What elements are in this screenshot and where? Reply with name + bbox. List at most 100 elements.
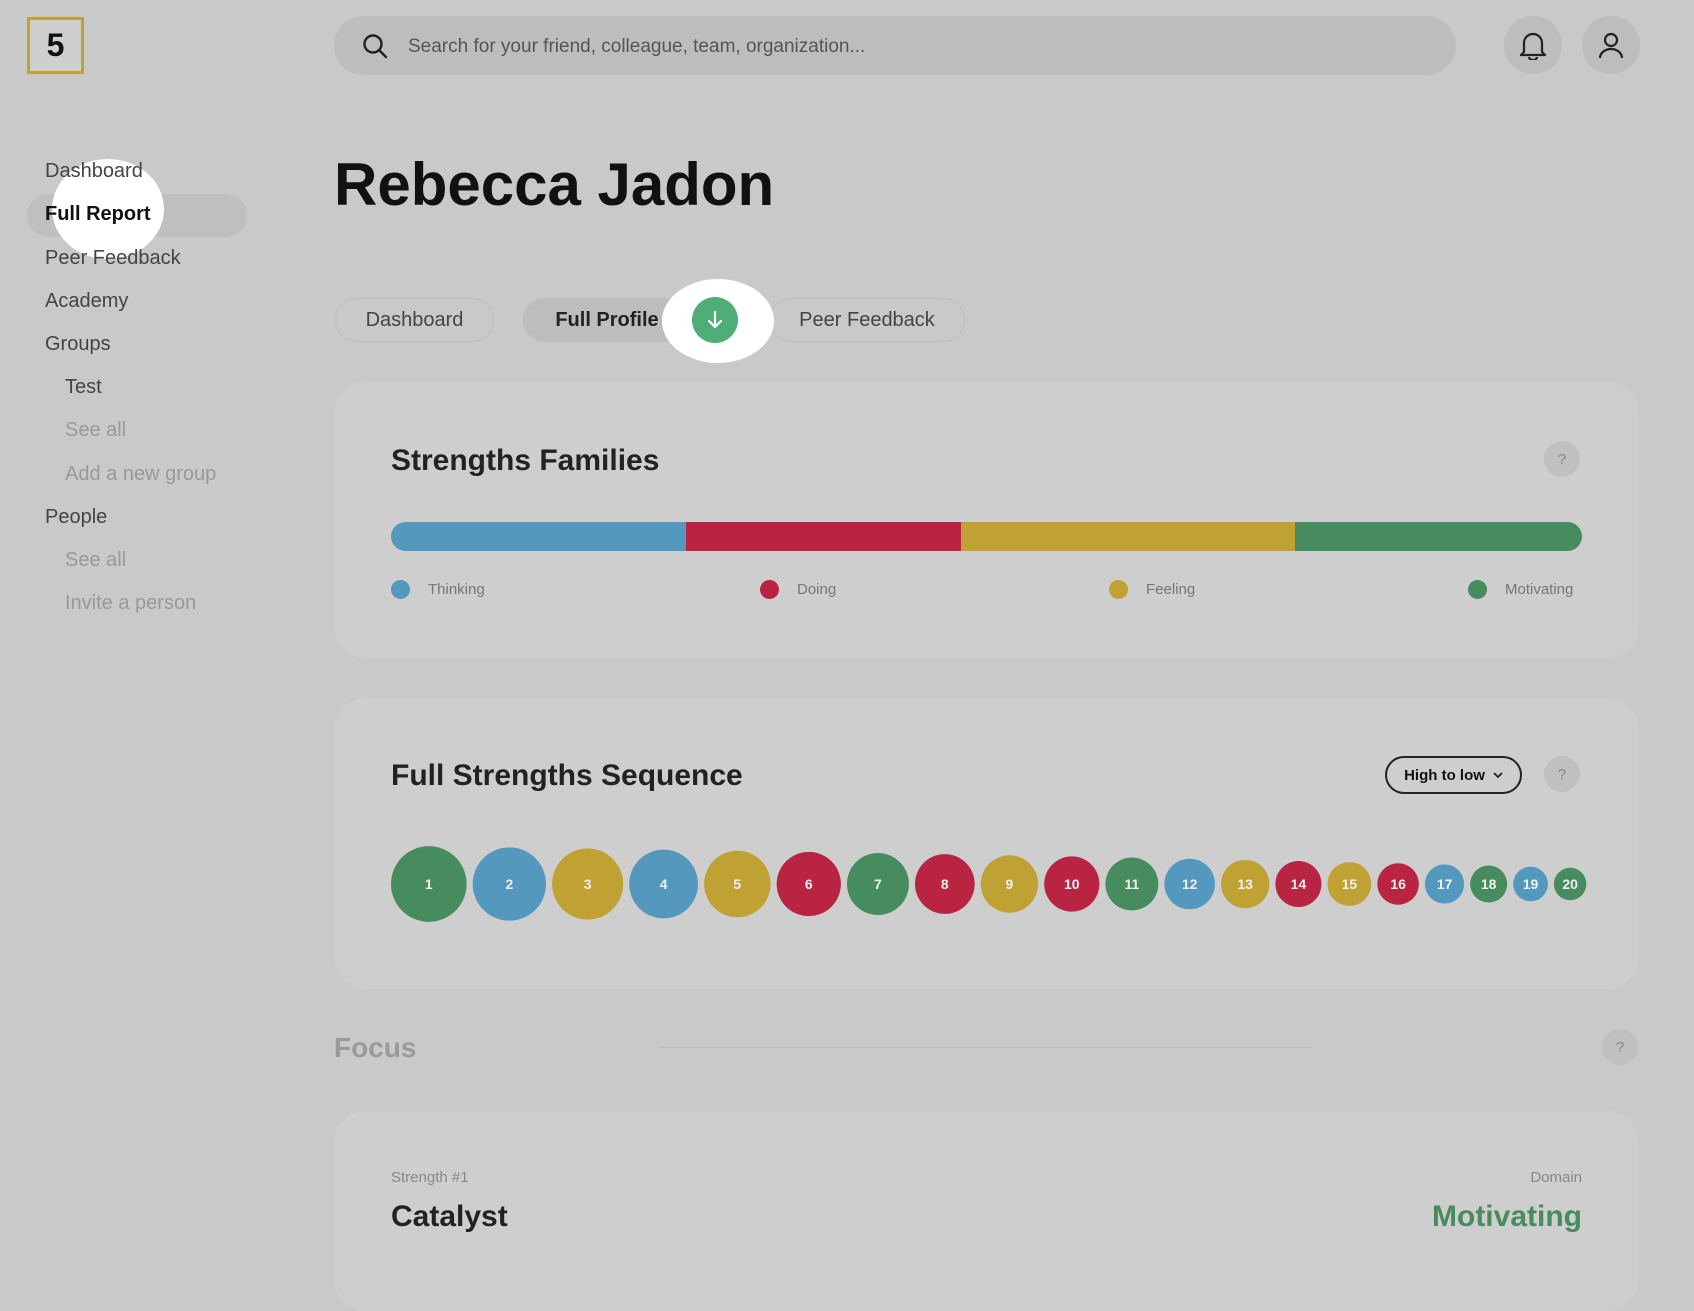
legend-item: Thinking bbox=[391, 580, 485, 599]
strength-rank: 8 bbox=[941, 876, 949, 892]
page-title: Rebecca Jadon bbox=[334, 151, 775, 218]
sort-dropdown[interactable]: High to low bbox=[1385, 756, 1522, 794]
nav-subitem[interactable]: See all bbox=[65, 419, 127, 441]
strength-circle[interactable] bbox=[1553, 867, 1587, 901]
chevron-icon bbox=[1493, 771, 1503, 778]
nav-item[interactable]: Groups bbox=[45, 333, 111, 355]
strength-circle[interactable] bbox=[846, 853, 909, 915]
strength-rank: 15 bbox=[1342, 876, 1358, 892]
strength-rank: 19 bbox=[1523, 876, 1539, 892]
nav-subitem[interactable]: Add a new group bbox=[65, 463, 217, 485]
legend-label: Feeling bbox=[1146, 581, 1196, 598]
strength-rank: 11 bbox=[1124, 876, 1139, 892]
sequence-circles: 1 2 3 4 5 6 7 8 9 10 11 12 13 14 15 16 17 18 19 20 bbox=[391, 846, 1587, 922]
notifications-button[interactable] bbox=[1504, 16, 1562, 74]
strength-rank: 20 bbox=[1562, 876, 1578, 892]
user-icon bbox=[1598, 32, 1624, 59]
nav-subitem[interactable]: Test bbox=[65, 376, 102, 398]
legend-dot bbox=[1468, 580, 1487, 599]
strength-circle[interactable] bbox=[1164, 858, 1215, 910]
help-button[interactable]: ? bbox=[1602, 1029, 1638, 1065]
legend-dot bbox=[760, 580, 779, 599]
strength-rank: 3 bbox=[584, 876, 592, 892]
download-icon bbox=[707, 310, 723, 329]
strength-name: Catalyst bbox=[391, 1200, 508, 1233]
strength-circle[interactable] bbox=[1221, 859, 1270, 909]
help-button[interactable]: ? bbox=[1544, 441, 1580, 477]
nav-item[interactable]: Peer Feedback bbox=[45, 247, 181, 269]
nav-item[interactable]: Full Report bbox=[45, 203, 151, 225]
nav-subitem[interactable]: Invite a person bbox=[65, 592, 197, 614]
card-title: Strengths Families bbox=[391, 444, 660, 477]
section-title: Focus bbox=[334, 1032, 417, 1063]
strength-circle[interactable] bbox=[1105, 857, 1159, 911]
strength-circle[interactable] bbox=[1470, 865, 1508, 903]
strength-circle[interactable] bbox=[1513, 866, 1548, 902]
strength-rank: 5 bbox=[733, 876, 741, 892]
strength-rank: 13 bbox=[1237, 876, 1253, 892]
legend-label: Doing bbox=[797, 581, 837, 598]
strength-circle[interactable] bbox=[776, 851, 841, 917]
page: 5 Search for your friend, colleague, tea… bbox=[27, 16, 1640, 1233]
strength-rank: 16 bbox=[1390, 876, 1406, 892]
family-segment bbox=[391, 522, 687, 551]
highlight-spot bbox=[52, 159, 164, 259]
legend-item: Feeling bbox=[1109, 580, 1195, 599]
search-placeholder: Search for your friend, colleague, team,… bbox=[408, 36, 866, 57]
search-icon bbox=[363, 34, 388, 59]
strength-circle[interactable] bbox=[704, 850, 771, 918]
card-title: Full Strengths Sequence bbox=[391, 759, 743, 792]
strength-circle[interactable] bbox=[1044, 856, 1100, 912]
bell-icon bbox=[1519, 32, 1547, 60]
strength-circle[interactable] bbox=[914, 854, 975, 914]
strength-rank: 2 bbox=[505, 876, 513, 892]
families-card bbox=[334, 382, 1639, 658]
strength-circle[interactable] bbox=[1424, 864, 1465, 904]
strength-circle[interactable] bbox=[980, 855, 1039, 913]
strength-circle[interactable] bbox=[552, 848, 624, 920]
strength-circle[interactable] bbox=[1327, 862, 1372, 906]
legend-dot bbox=[391, 580, 410, 599]
strength-circle[interactable] bbox=[391, 846, 467, 922]
divider bbox=[659, 1047, 1313, 1048]
legend-label: Motivating bbox=[1505, 581, 1574, 598]
nav-subitem[interactable]: See all bbox=[65, 549, 127, 571]
strength-rank: 10 bbox=[1064, 876, 1080, 892]
strength-circle[interactable] bbox=[1377, 863, 1419, 905]
strength-circle[interactable] bbox=[1275, 860, 1322, 908]
nav-item[interactable]: People bbox=[45, 506, 108, 528]
family-segment bbox=[1280, 522, 1582, 551]
strength-rank: 6 bbox=[805, 876, 813, 892]
family-segment bbox=[672, 522, 962, 551]
legend-dot bbox=[1109, 580, 1128, 599]
strength-rank: 12 bbox=[1182, 876, 1198, 892]
sort-label: High to low bbox=[1404, 766, 1485, 784]
sequence-card bbox=[334, 698, 1639, 989]
download-button[interactable] bbox=[692, 297, 738, 343]
nav-item[interactable]: Dashboard bbox=[45, 160, 143, 182]
strength-rank: 7 bbox=[874, 876, 882, 892]
strength-circle[interactable] bbox=[629, 849, 699, 919]
strength-rank: 9 bbox=[1006, 876, 1014, 892]
strength-rank: 18 bbox=[1481, 876, 1497, 892]
domain-label: Domain bbox=[1530, 1169, 1582, 1186]
strength-rank: Strength #1 bbox=[391, 1169, 469, 1186]
legend-label: Thinking bbox=[428, 581, 485, 598]
legend-item: Doing bbox=[760, 580, 836, 599]
legend-item: Motivating bbox=[1468, 580, 1573, 599]
profile-button[interactable] bbox=[1582, 16, 1640, 74]
help-button[interactable]: ? bbox=[1544, 756, 1580, 792]
strength-rank: 14 bbox=[1291, 876, 1307, 892]
family-segment bbox=[947, 522, 1295, 551]
domain-value: Motivating bbox=[1432, 1200, 1582, 1233]
strength-circle[interactable] bbox=[472, 847, 547, 921]
strength-rank: 17 bbox=[1437, 876, 1453, 892]
logo[interactable]: 5 bbox=[27, 17, 84, 74]
family-bar bbox=[391, 522, 1582, 551]
tab[interactable]: Dashboard bbox=[335, 298, 494, 342]
strength-rank: 4 bbox=[660, 876, 668, 892]
search-bar[interactable]: Search for your friend, colleague, team,… bbox=[334, 16, 1456, 75]
tab[interactable]: Peer Feedback bbox=[769, 298, 965, 342]
nav-item[interactable]: Academy bbox=[45, 290, 129, 312]
strength-rank: 1 bbox=[425, 876, 433, 892]
